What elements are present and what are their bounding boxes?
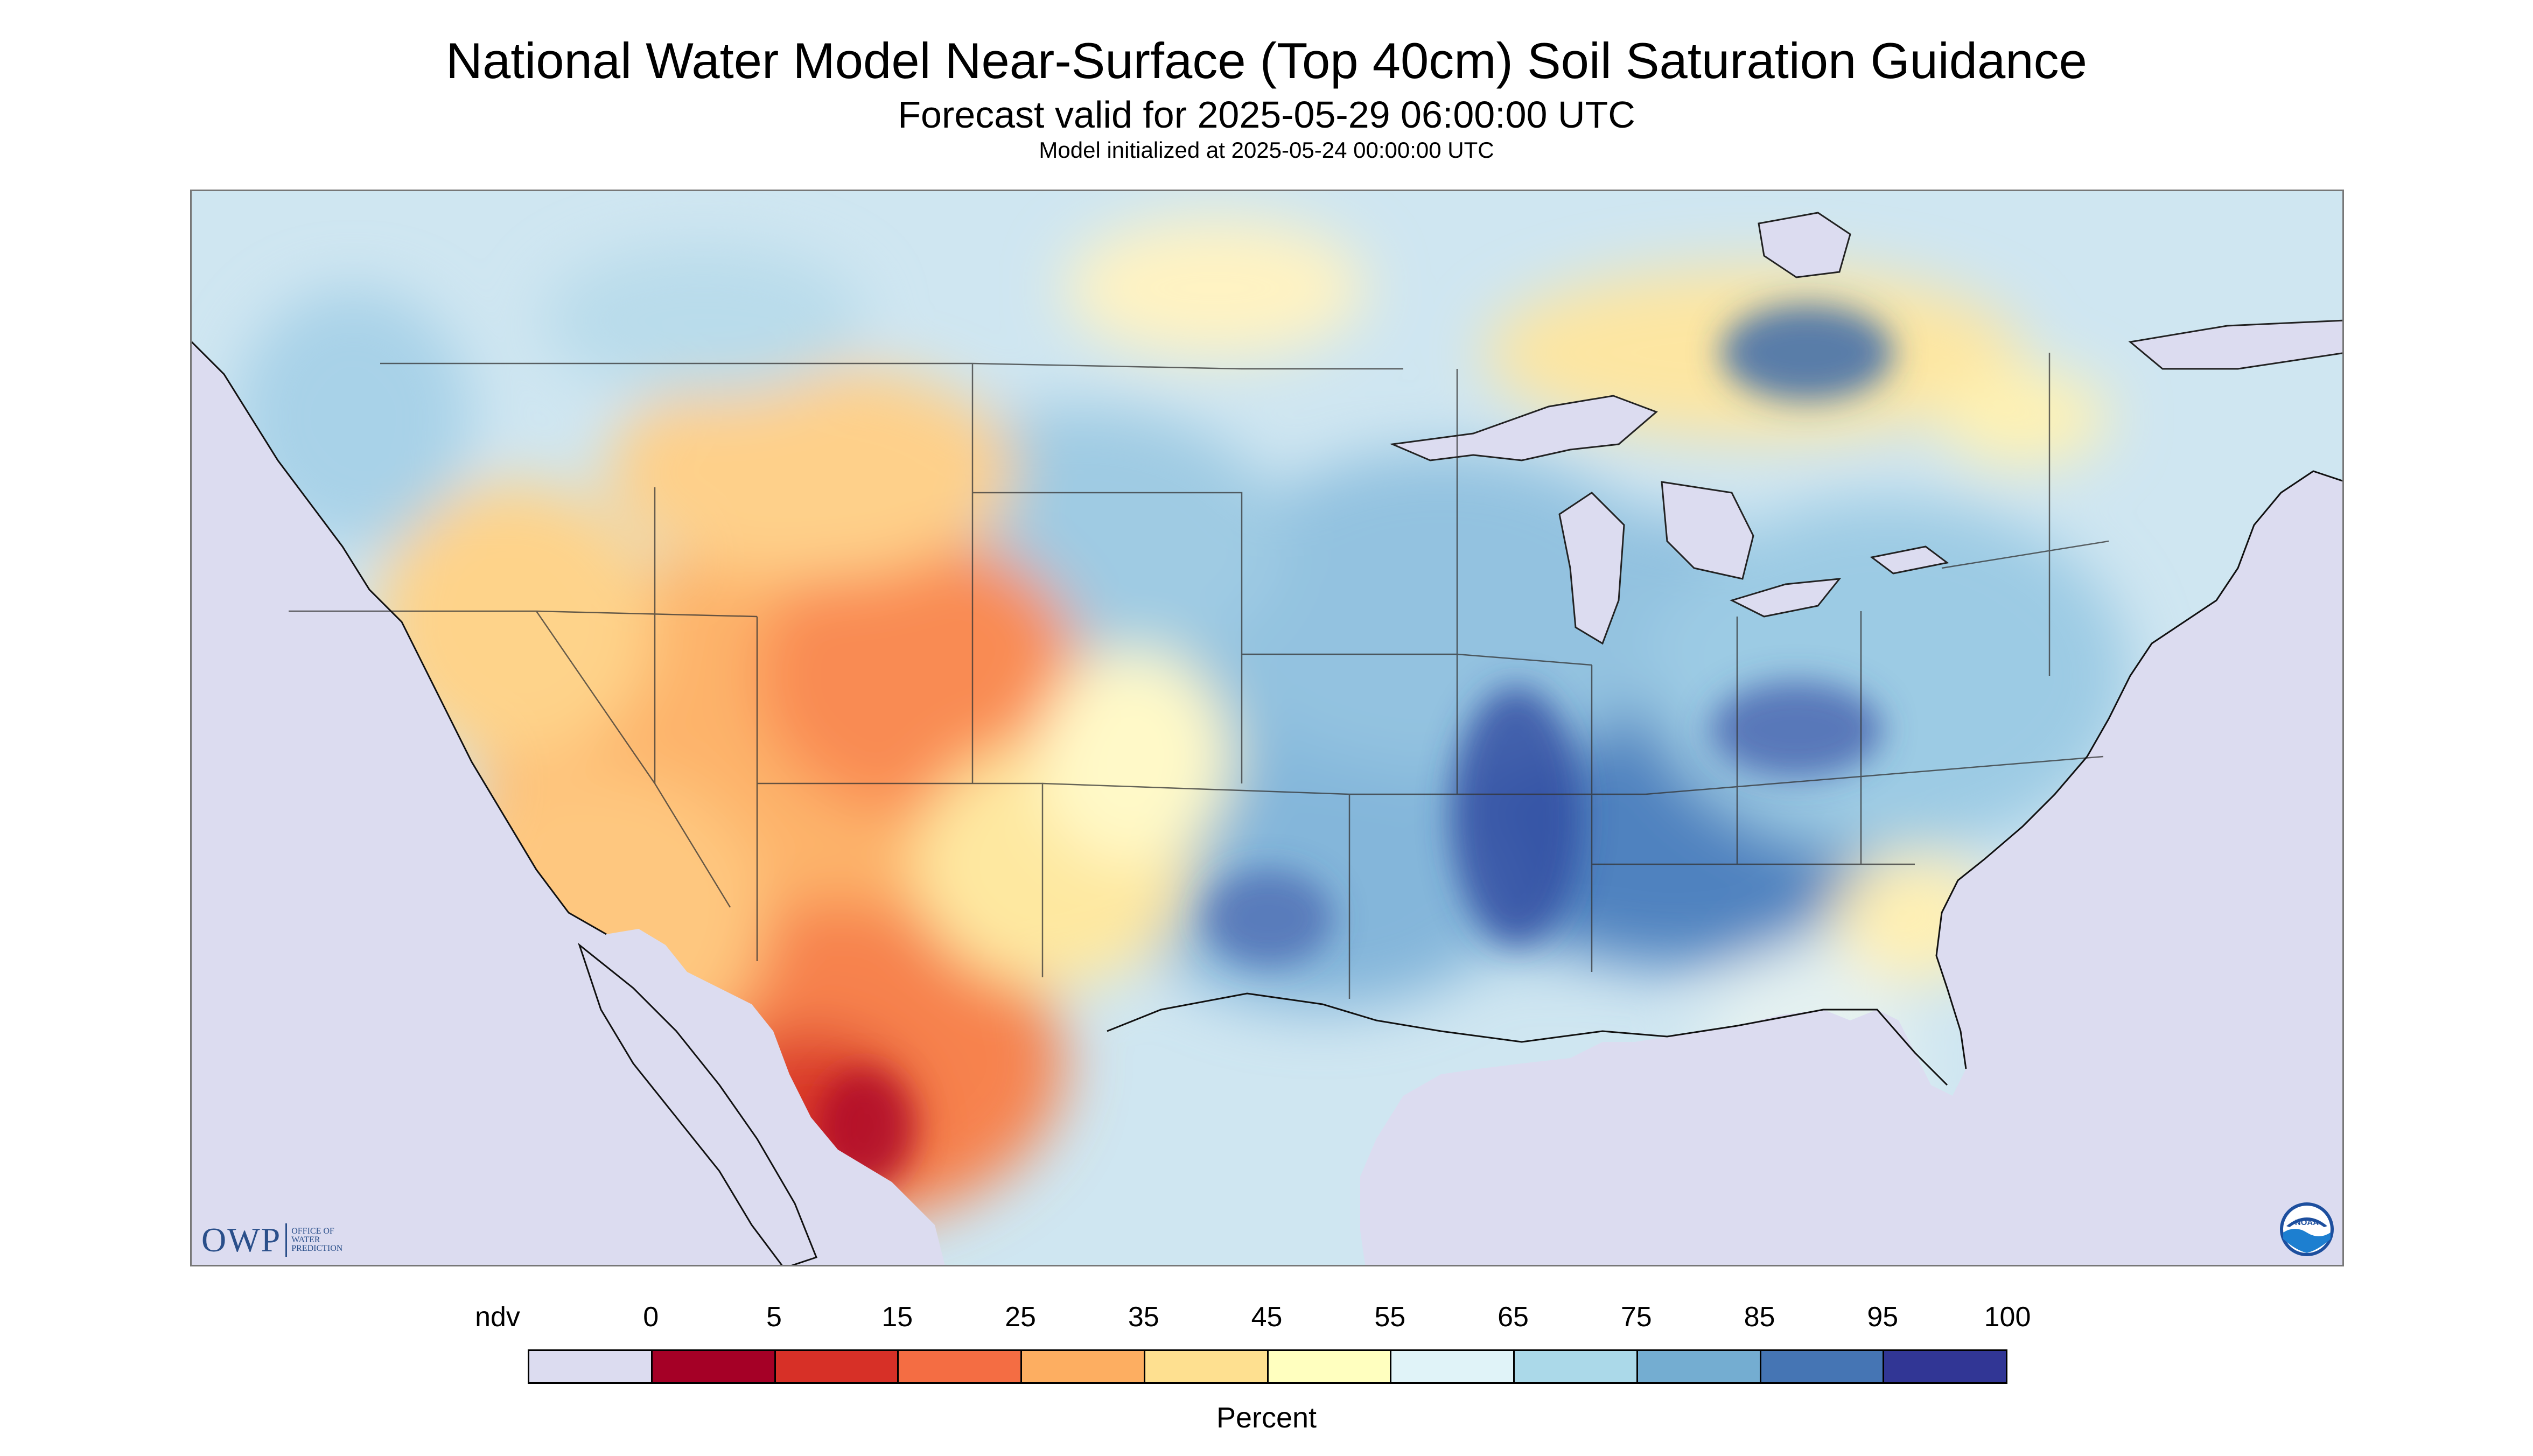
model-init-subtitle: Model initialized at 2025-05-24 00:00:00… [1039, 137, 1494, 163]
legend-swatch [1143, 1349, 1269, 1384]
legend-tick-label: 35 [1128, 1301, 1159, 1333]
legend-swatch [1513, 1349, 1638, 1384]
state-boundaries [289, 353, 2109, 999]
legend-tick-label: 85 [1744, 1301, 1775, 1333]
chart-title: National Water Model Near-Surface (Top 4… [446, 32, 2087, 89]
coastlines [192, 341, 2342, 1086]
legend-tick-label: 55 [1374, 1301, 1406, 1333]
legend-tick-label: 100 [1984, 1301, 2031, 1333]
map-canvas [192, 191, 2342, 1265]
noaa-logo-icon: NOAA [2280, 1202, 2334, 1256]
legend-swatch [897, 1349, 1022, 1384]
color-legend [528, 1349, 2007, 1384]
legend-swatch [1266, 1349, 1392, 1384]
owp-logo: OWP OFFICE OF WATER PREDICTION [201, 1223, 342, 1257]
owp-sub-line-3: PREDICTION [291, 1244, 343, 1253]
great-lakes [1389, 212, 2342, 645]
legend-swatch [1759, 1349, 1885, 1384]
legend-tick-label: ndv [475, 1301, 520, 1333]
legend-units: Percent [1216, 1402, 1317, 1434]
legend-swatch [1390, 1349, 1515, 1384]
legend-tick-label: 45 [1251, 1301, 1283, 1333]
noaa-logo-text: NOAA [2295, 1218, 2319, 1227]
legend-swatch [1636, 1349, 1761, 1384]
forecast-valid-subtitle: Forecast valid for 2025-05-29 06:00:00 U… [898, 94, 1635, 136]
legend-swatch [1883, 1349, 2007, 1384]
legend-tick-label: 15 [881, 1301, 913, 1333]
gulf-of-california [577, 942, 817, 1265]
legend-swatch [650, 1349, 776, 1384]
legend-swatch [774, 1349, 899, 1384]
soil-saturation-map: OWP OFFICE OF WATER PREDICTION NOAA [190, 190, 2344, 1266]
legend-tick-label: 5 [766, 1301, 782, 1333]
legend-swatch [1020, 1349, 1145, 1384]
legend-tick-label: 25 [1005, 1301, 1036, 1333]
owp-logo-subtext: OFFICE OF WATER PREDICTION [291, 1227, 342, 1253]
owp-sub-line-2: WATER [291, 1235, 320, 1244]
legend-swatch [528, 1349, 653, 1384]
legend-tick-label: 75 [1620, 1301, 1652, 1333]
owp-logo-text: OWP [201, 1221, 282, 1259]
legend-tick-label: 65 [1498, 1301, 1529, 1333]
owp-sub-line-1: OFFICE OF [291, 1227, 334, 1236]
owp-logo-divider [285, 1223, 288, 1257]
legend-tick-label: 95 [1867, 1301, 1899, 1333]
legend-tick-label: 0 [643, 1301, 659, 1333]
